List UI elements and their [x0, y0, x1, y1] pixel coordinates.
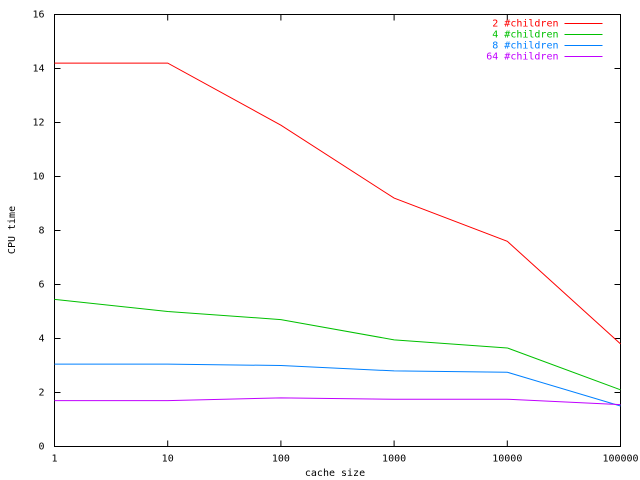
y-axis-label: CPU time	[7, 206, 18, 254]
y-tick-label: 0	[38, 442, 44, 453]
y-tick-label: 16	[32, 10, 44, 21]
x-tick-label: 100000	[602, 454, 638, 465]
y-tick-label: 14	[32, 64, 44, 75]
x-tick-label: 100	[272, 454, 290, 465]
y-tick-label: 12	[32, 118, 44, 129]
x-tick-label: 10	[162, 454, 174, 465]
y-tick-label: 4	[38, 334, 44, 345]
series-line	[54, 363, 621, 407]
legend-label: 4 #children	[492, 30, 558, 41]
y-tick-label: 2	[38, 388, 44, 399]
legend-label: 2 #children	[492, 19, 558, 30]
y-tick-label: 10	[32, 172, 44, 183]
x-tick-label: 1	[51, 454, 57, 465]
x-tick-label: 1000	[382, 454, 406, 465]
series-line	[54, 397, 621, 406]
legend-label: 64 #children	[486, 52, 558, 63]
x-tick-label: 10000	[492, 454, 522, 465]
series-line	[54, 62, 621, 345]
legend-label: 8 #children	[492, 41, 558, 52]
series-line	[54, 298, 621, 391]
x-axis-label: cache size	[305, 468, 365, 479]
y-tick-label: 6	[38, 280, 44, 291]
y-tick-label: 8	[38, 226, 44, 237]
